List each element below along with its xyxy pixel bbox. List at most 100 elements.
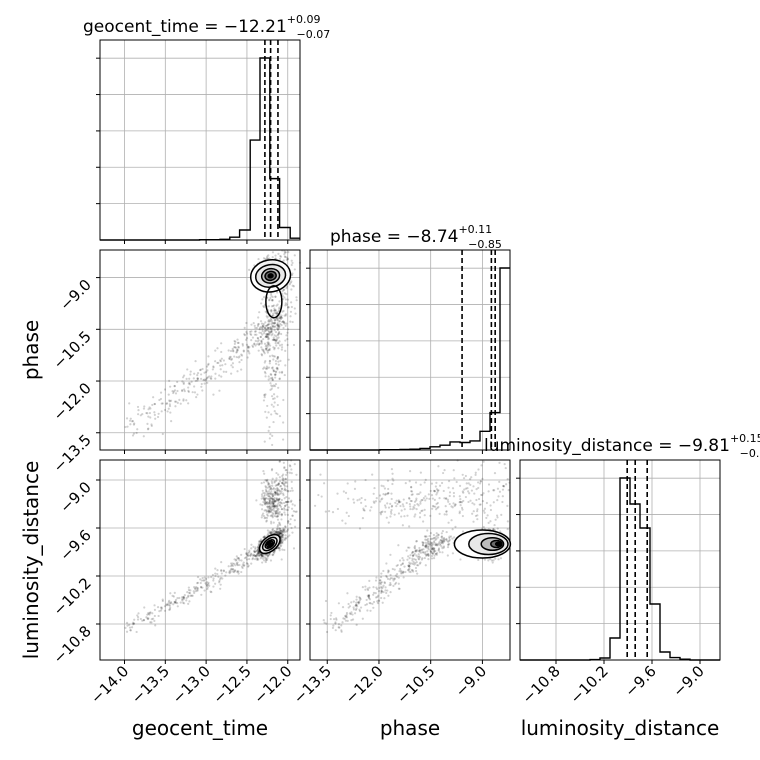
sample-point	[482, 492, 485, 495]
sample-point	[422, 520, 425, 523]
sample-point	[132, 423, 136, 426]
sample-point	[445, 538, 448, 541]
sample-point	[276, 518, 280, 521]
sample-point	[434, 508, 438, 511]
sample-point	[278, 530, 282, 533]
sample-point	[173, 384, 176, 388]
sample-point	[430, 545, 433, 548]
sample-point	[262, 350, 266, 354]
sample-point	[294, 312, 297, 315]
sample-point	[408, 565, 411, 568]
sample-point	[332, 618, 336, 621]
sample-point	[273, 318, 276, 321]
sample-point	[285, 334, 288, 337]
sample-point	[129, 629, 132, 632]
sample-point	[411, 554, 415, 557]
sample-point	[273, 339, 276, 342]
sample-point	[260, 538, 263, 541]
sample-point	[276, 503, 279, 506]
sample-point	[200, 373, 203, 376]
sample-point	[378, 586, 381, 590]
sample-point	[165, 402, 168, 405]
sample-point	[424, 478, 427, 481]
sample-point	[398, 501, 401, 504]
sample-point	[282, 494, 285, 497]
sample-point	[267, 429, 270, 433]
sample-point	[274, 312, 278, 315]
sample-point	[234, 559, 237, 562]
sample-point	[284, 500, 288, 504]
sample-point	[209, 377, 212, 380]
sample-point	[447, 543, 450, 547]
sample-point	[422, 548, 425, 551]
sample-point	[273, 307, 276, 310]
sample-point	[500, 513, 503, 516]
sample-point	[273, 322, 276, 325]
sample-point	[282, 480, 285, 483]
sample-point	[427, 548, 431, 551]
sample-point	[432, 540, 436, 543]
sample-point	[424, 544, 428, 547]
sample-point	[284, 304, 287, 307]
sample-point	[176, 602, 179, 605]
sample-point	[231, 362, 235, 365]
sample-point	[269, 532, 272, 535]
sample-point	[502, 485, 506, 488]
sample-point	[291, 514, 294, 517]
sample-point	[370, 506, 373, 509]
sample-point	[367, 594, 371, 597]
sample-point	[166, 602, 169, 606]
sample-point	[441, 471, 445, 475]
sample-point	[262, 498, 266, 501]
sample-point	[351, 613, 354, 616]
sample-point	[269, 377, 272, 380]
sample-point	[262, 332, 266, 335]
sample-point	[408, 570, 411, 573]
sample-point	[237, 345, 240, 348]
sample-point	[423, 545, 426, 548]
sample-point	[266, 323, 270, 326]
sample-point	[415, 569, 418, 573]
sample-point	[451, 528, 454, 531]
sample-point	[267, 319, 270, 322]
sample-point	[278, 340, 281, 343]
sample-point	[263, 326, 266, 329]
sample-point	[417, 558, 421, 561]
sample-point	[418, 562, 422, 565]
sample-point	[181, 380, 184, 383]
sample-point	[381, 601, 384, 604]
sample-point	[273, 346, 276, 350]
sample-point	[260, 554, 264, 558]
sample-point	[286, 471, 289, 474]
sample-point	[434, 544, 438, 547]
sample-point	[173, 600, 176, 604]
sample-point	[269, 532, 272, 535]
sample-point	[219, 364, 222, 367]
sample-point	[270, 366, 274, 370]
sample-point	[262, 512, 265, 515]
sample-point	[152, 617, 155, 620]
sample-point	[443, 513, 446, 516]
sample-point	[264, 500, 267, 503]
sample-point	[269, 497, 272, 500]
sample-point	[393, 568, 396, 571]
sample-point	[273, 319, 276, 322]
sample-point	[451, 552, 455, 555]
sample-point	[273, 338, 276, 342]
sample-point	[279, 542, 282, 545]
sample-point	[389, 583, 392, 586]
sample-point	[275, 530, 278, 534]
sample-point	[257, 342, 261, 345]
sample-point	[280, 371, 284, 374]
sample-point	[506, 527, 509, 531]
sample-point	[272, 369, 276, 373]
sample-point	[272, 502, 275, 505]
sample-point	[137, 612, 140, 615]
sample-point	[169, 601, 173, 604]
sample-point	[439, 542, 442, 545]
sample-point	[274, 309, 277, 312]
sample-point	[380, 585, 383, 589]
sample-point	[220, 572, 223, 575]
sample-point	[421, 551, 425, 554]
sample-point	[439, 544, 442, 547]
